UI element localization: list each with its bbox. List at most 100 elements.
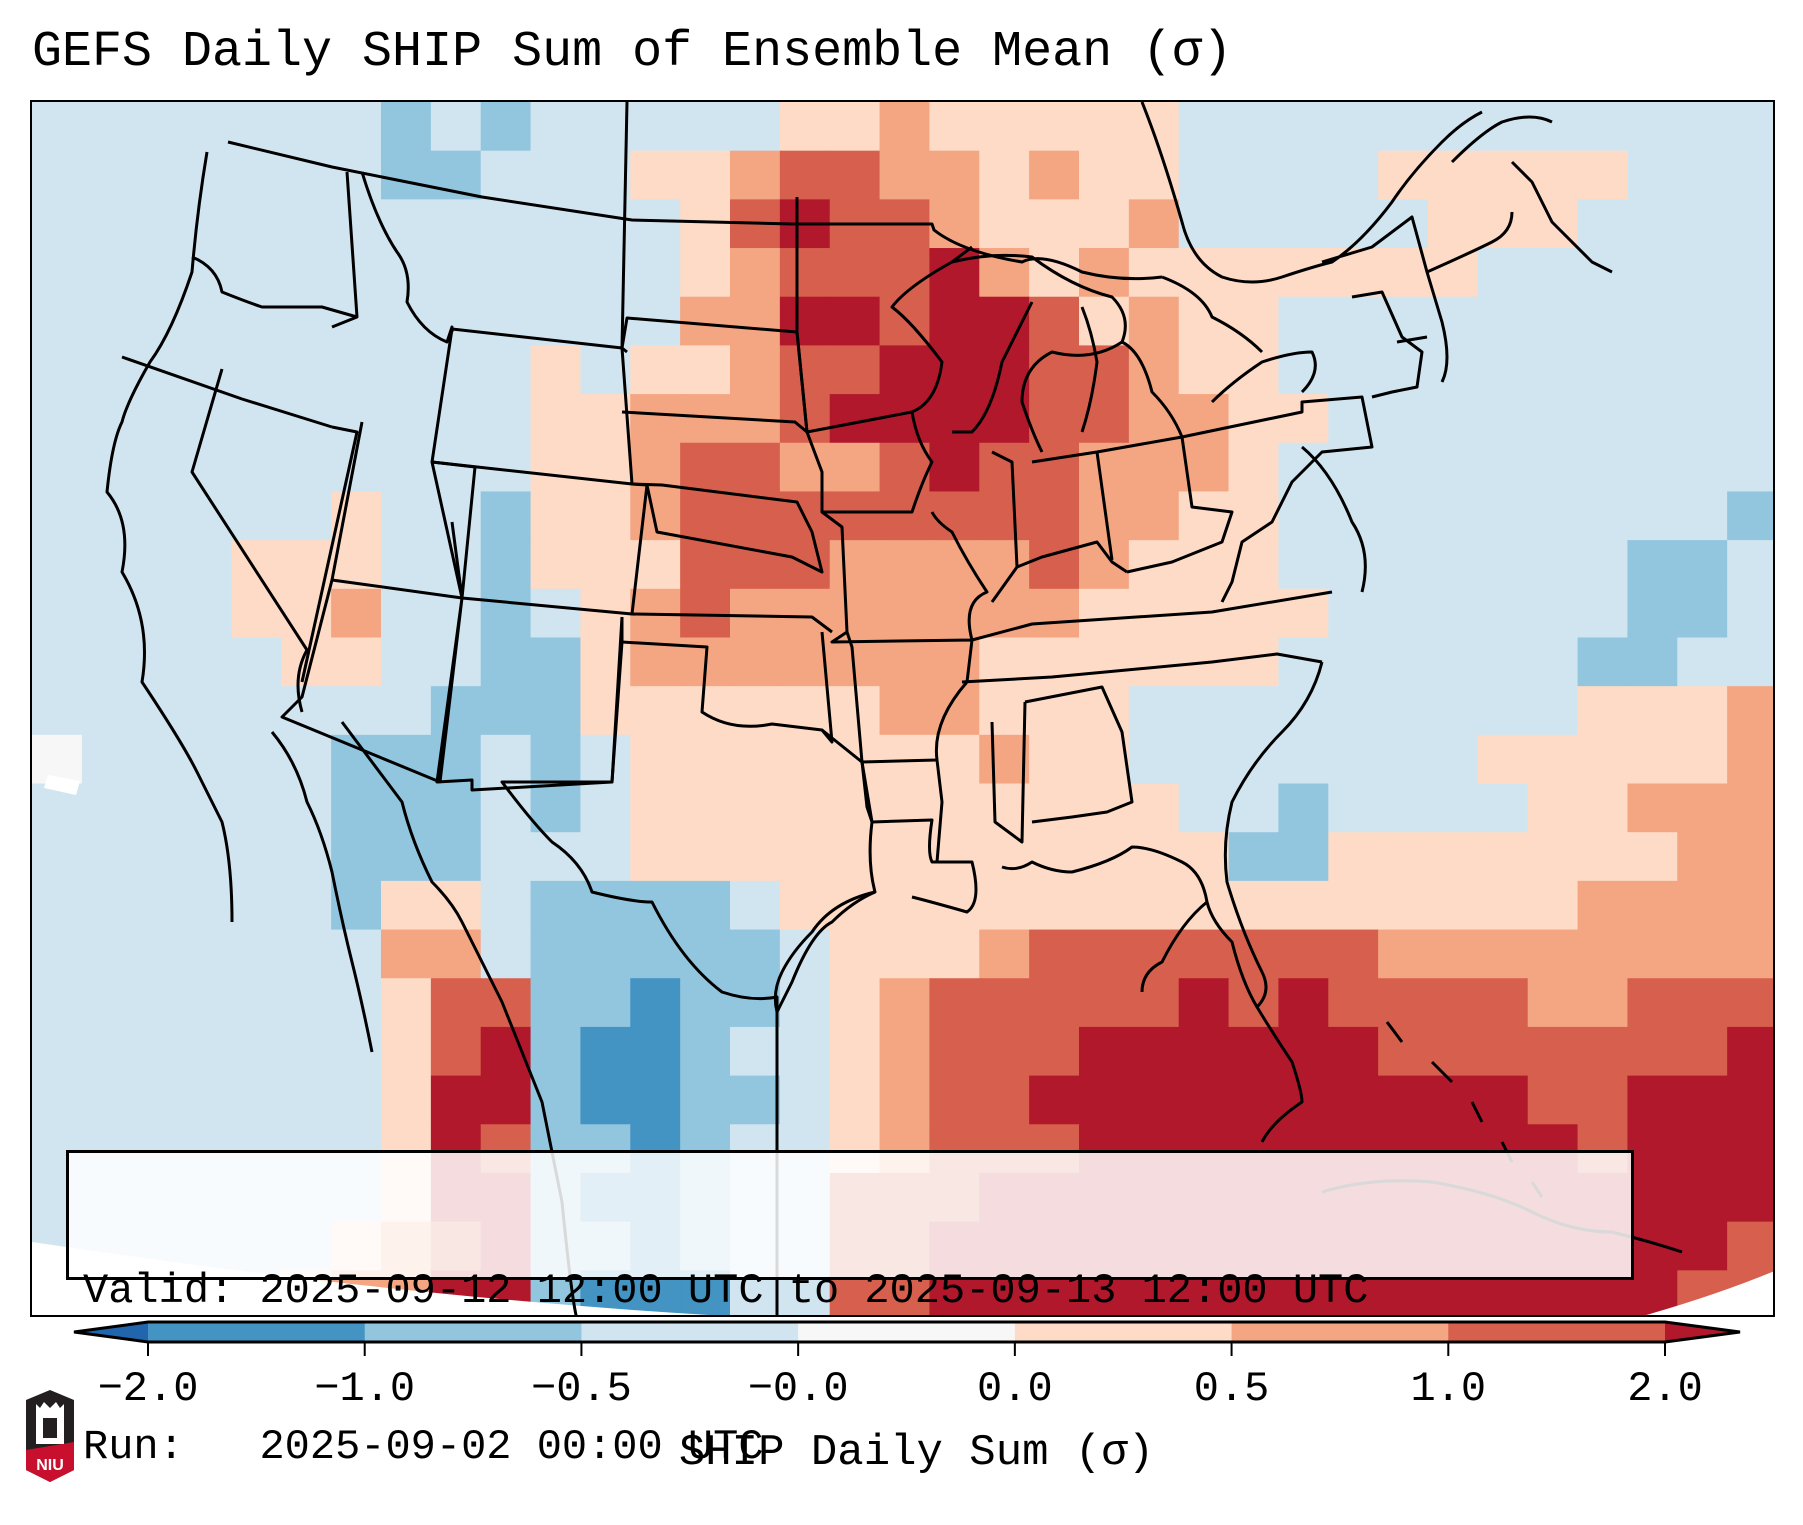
heatmap-cell	[1677, 978, 1728, 1028]
heatmap-cell	[480, 102, 532, 152]
heatmap-cell	[929, 248, 980, 298]
heatmap-cell	[879, 1075, 931, 1125]
run-value: 2025-09-02 00:00 UTC	[259, 1423, 764, 1471]
colorbar-label: SHIP Daily Sum (σ)	[678, 1428, 1155, 1478]
heatmap-cell	[929, 1026, 980, 1077]
heatmap-cell	[32, 734, 83, 785]
idaho-west	[331, 171, 359, 329]
heatmap-cell	[81, 832, 133, 882]
heatmap-cell	[1527, 978, 1579, 1028]
heatmap-cell	[879, 783, 931, 833]
colorbar-tick-label: 0.0	[977, 1365, 1053, 1413]
heatmap-cell	[929, 686, 980, 736]
heatmap-cell	[530, 150, 582, 200]
heatmap-cell	[779, 150, 831, 200]
heatmap-cell	[181, 248, 233, 298]
heatmap-cell	[231, 978, 282, 1028]
heatmap-cell	[81, 783, 133, 833]
heatmap-cell	[331, 637, 382, 687]
heatmap-cell	[879, 929, 931, 979]
great-lakes	[951, 253, 1317, 453]
heatmap-cell	[1627, 102, 1678, 152]
heatmap-cell	[779, 783, 831, 833]
heatmap-cell	[1677, 637, 1728, 687]
heatmap-cell	[1577, 588, 1629, 639]
heatmap-cell	[1627, 1075, 1678, 1125]
heatmap-cell	[1627, 686, 1678, 736]
heatmap-cell	[829, 1075, 881, 1125]
heatmap-cell	[32, 491, 83, 541]
heatmap-cell	[1677, 540, 1728, 590]
heatmap-cell	[1378, 491, 1429, 541]
heatmap-cell	[580, 199, 631, 249]
heatmap-cell	[1178, 1075, 1230, 1125]
heatmap-cell	[1079, 832, 1130, 882]
heatmap-cell	[1677, 248, 1728, 298]
washington-oregon-border	[191, 255, 358, 319]
heatmap-cell	[1677, 1124, 1728, 1174]
heatmap-cell	[1677, 686, 1728, 736]
heatmap-cell	[381, 978, 432, 1028]
heatmap-cell	[131, 1026, 183, 1077]
logo-text: NIU	[36, 1457, 64, 1474]
heatmap-cell	[929, 491, 980, 541]
heatmap-cell	[1577, 783, 1629, 833]
heatmap-cell	[1378, 102, 1429, 152]
heatmap-cell	[829, 102, 881, 152]
heatmap-cell	[580, 686, 631, 736]
heatmap-cell	[1477, 929, 1529, 979]
colorbar-tick-label: 1.0	[1410, 1365, 1487, 1413]
heatmap-cell	[32, 345, 83, 395]
heatmap-cell	[1378, 1026, 1429, 1077]
heatmap-cell	[1128, 248, 1180, 298]
heatmap-cell	[1677, 929, 1728, 979]
heatmap-cell	[1328, 491, 1379, 541]
heatmap-cell	[1527, 929, 1579, 979]
heatmap-cell	[1527, 150, 1579, 200]
heatmap-cell	[181, 296, 233, 346]
colorbar-bin	[364, 1322, 582, 1342]
heatmap-cell	[430, 491, 482, 541]
heatmap-cell	[381, 686, 432, 736]
heatmap-cell	[281, 783, 332, 833]
heatmap-cell	[1278, 296, 1329, 346]
heatmap-cell	[281, 442, 332, 493]
heatmap-cell	[32, 442, 83, 493]
heatmap-cell	[1677, 832, 1728, 882]
heatmap-cell	[630, 734, 681, 785]
heatmap-cell	[779, 978, 831, 1028]
heatmap-cell	[1228, 199, 1280, 249]
heatmap-cell	[81, 686, 133, 736]
heatmap-cell	[1029, 442, 1080, 493]
heatmap-cell	[829, 150, 881, 200]
heatmap-cell	[1727, 588, 1773, 639]
heatmap-cell	[32, 248, 83, 298]
heatmap-cell	[530, 491, 582, 541]
heatmap-cell	[580, 832, 631, 882]
heatmap-cell	[1527, 491, 1579, 541]
heatmap-cell	[231, 783, 282, 833]
heatmap-cell	[1477, 588, 1529, 639]
mid-atlantic	[1181, 395, 1374, 603]
heatmap-cell	[231, 102, 282, 152]
heatmap-cell	[979, 102, 1030, 152]
heatmap-cell	[480, 540, 532, 590]
heatmap-cell	[1577, 1026, 1629, 1077]
heatmap-cell	[680, 540, 731, 590]
heatmap-cell	[1677, 102, 1728, 152]
heatmap-cell	[480, 296, 532, 346]
heatmap-cell	[430, 832, 482, 882]
heatmap-cell	[81, 734, 133, 785]
heatmap-cell	[1328, 1075, 1379, 1125]
heatmap-cell	[1577, 345, 1629, 395]
heatmap-cell	[730, 345, 781, 395]
heatmap-cell	[480, 880, 532, 931]
heatmap-cell	[1328, 102, 1379, 152]
heatmap-cell	[1727, 296, 1773, 346]
heatmap-cell	[879, 880, 931, 931]
heatmap-cell	[1128, 296, 1180, 346]
heatmap-cell	[1328, 978, 1379, 1028]
heatmap-cell	[131, 880, 183, 931]
heatmap-cell	[1128, 394, 1180, 444]
heatmap-cell	[381, 1075, 432, 1125]
